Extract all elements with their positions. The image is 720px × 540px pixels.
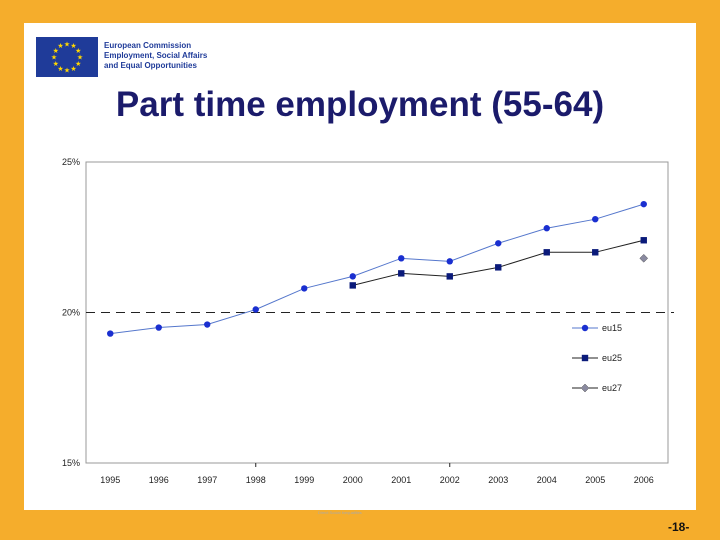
x-tick-label: 2001 [391, 475, 411, 485]
data-point-eu15 [640, 200, 647, 208]
eu-star-icon: ★ [53, 47, 59, 55]
legend-marker-eu27 [580, 383, 590, 393]
x-tick-label: 1997 [197, 475, 217, 485]
data-point-eu15 [543, 225, 550, 232]
data-point-eu15 [495, 240, 502, 247]
x-tick-label: 2003 [488, 475, 508, 485]
eu-star-icon: ★ [77, 54, 83, 62]
page-number: -18- [668, 520, 690, 534]
eu-star-icon: ★ [53, 60, 59, 68]
data-point-eu27 [639, 253, 649, 263]
slide: ★ ★ ★ ★ ★ ★ ★ ★ ★ ★ ★ ★ European Commission Employm… [24, 23, 696, 510]
eu-star-icon: ★ [57, 65, 63, 73]
footer-note: Direct Social Inequalities [318, 510, 362, 515]
data-point-eu15 [592, 215, 599, 223]
x-tick-label: 2005 [585, 475, 605, 485]
x-tick-label: 1996 [149, 475, 169, 485]
organization-name: European Commission Employment, Social A… [104, 41, 207, 71]
data-point-eu15 [155, 324, 162, 331]
org-line-1: European Commission [104, 41, 192, 50]
data-point-eu25 [543, 249, 550, 256]
legend-marker-eu15 [581, 324, 589, 332]
x-tick-label: 1995 [100, 475, 120, 485]
data-point-eu15 [398, 255, 405, 262]
data-point-eu25 [398, 270, 405, 277]
eu-stars-icon: ★ ★★★★★★★★★★★ [51, 41, 83, 75]
data-point-eu25 [592, 249, 599, 256]
eu-star-icon: ★ [70, 42, 76, 50]
data-point-eu25 [446, 273, 453, 280]
x-tick-label: 2004 [537, 475, 557, 485]
series-line-eu15 [110, 203, 644, 335]
eu-star-icon: ★ [70, 65, 76, 73]
org-line-2: Employment, Social Affairs [104, 51, 208, 60]
series-line-eu25 [352, 239, 644, 286]
data-point-eu15 [301, 285, 308, 292]
y-tick-label: 15% [62, 458, 80, 468]
slide-title: Part time employment (55-64) [115, 85, 605, 124]
eu-star-icon: ★ [57, 42, 63, 50]
x-tick-label: 2000 [343, 475, 363, 485]
org-line-3: and Equal Opportunities [104, 61, 197, 70]
x-tick-label: 2002 [440, 475, 460, 485]
data-point-eu25 [640, 237, 647, 244]
data-point-eu15 [204, 321, 211, 328]
data-point-eu15 [446, 258, 453, 265]
eu-flag-logo: ★ ★ ★ ★ ★ ★ ★ ★ ★ ★ ★ ★ [36, 37, 98, 77]
data-point-eu15 [252, 306, 259, 313]
x-tick-label: 2006 [634, 475, 654, 485]
y-tick-label: 25% [62, 157, 80, 167]
data-point-eu15 [349, 273, 356, 280]
line-chart: 15% 20% 25% 1995 1996 1997 1998 1999 2000 2001 200… [62, 157, 674, 485]
data-point-eu25 [349, 282, 356, 289]
data-point-eu15 [107, 330, 114, 337]
legend-marker-eu25 [581, 354, 589, 362]
eu-star-icon: ★ [75, 47, 81, 55]
eu-star-icon: ★ [64, 67, 70, 75]
x-tick-label: 1998 [246, 475, 266, 485]
eu-star-icon: ★ [64, 41, 70, 49]
eu-star-icon: ★ [75, 60, 81, 68]
y-tick-label: 20% [62, 308, 80, 318]
data-point-eu25 [495, 264, 502, 271]
x-tick-label: 1999 [294, 475, 314, 485]
eu-star-icon: ★ [51, 54, 57, 62]
legend-label-eu25: eu25 [602, 353, 622, 363]
legend-label-eu15: eu15 [602, 323, 622, 333]
legend-label-eu27: eu27 [602, 383, 622, 393]
